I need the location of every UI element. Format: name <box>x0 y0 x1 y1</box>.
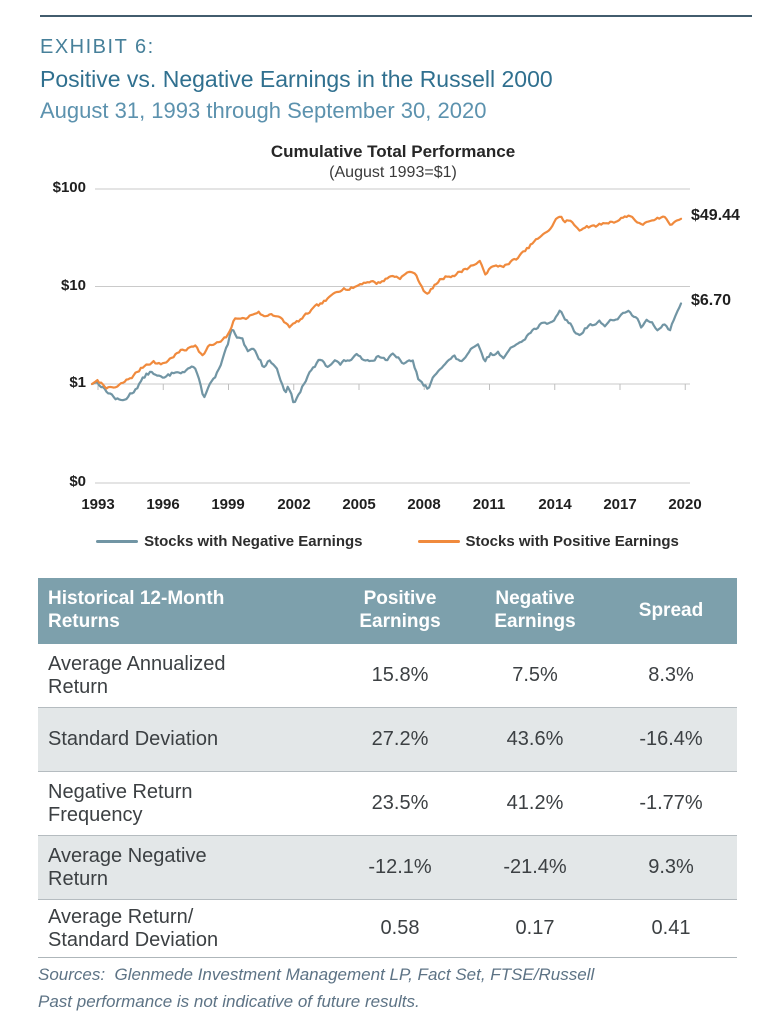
exhibit-label: EXHIBIT 6: <box>40 36 155 58</box>
row-label: Standard Deviation <box>48 728 219 750</box>
top-rule <box>40 15 752 17</box>
legend-item-positive-earnings: Stocks with Positive Earnings <box>417 533 679 550</box>
legend-label-negative: Stocks with Negative Earnings <box>144 533 363 550</box>
date-range: August 31, 1993 through September 30, 20… <box>40 98 487 123</box>
col-header-positive-earnings: Positive Earnings <box>335 578 465 644</box>
cell-negative: 41.2% <box>506 792 564 814</box>
page-title: Positive vs. Negative Earnings in the Ru… <box>40 66 553 92</box>
y-axis-label-100: $100 <box>52 179 86 196</box>
x-axis-label-1993: 1993 <box>81 496 115 513</box>
x-axis-label-2017: 2017 <box>603 496 637 513</box>
x-axis-label-2002: 2002 <box>277 496 311 513</box>
chart-title: Cumulative Total Performance <box>270 142 516 161</box>
positive-earnings-line <box>90 214 683 390</box>
row-label: Negative Return Frequency <box>48 780 193 826</box>
col-header-metric: Historical 12-Month Returns <box>38 578 335 644</box>
cell-negative: 0.17 <box>515 917 555 939</box>
cell-positive: -12.1% <box>368 856 432 878</box>
row-label: Average Annualized Return <box>48 652 226 698</box>
performance-chart-canvas <box>90 188 690 484</box>
table-row: Standard Deviation 27.2% 43.6% -16.4% <box>38 707 737 772</box>
legend-label-positive: Stocks with Positive Earnings <box>465 533 679 550</box>
cell-negative: -21.4% <box>503 856 567 878</box>
cell-positive: 15.8% <box>371 664 429 686</box>
legend-item-negative-earnings: Stocks with Negative Earnings <box>96 533 363 550</box>
x-axis-label-2014: 2014 <box>538 496 572 513</box>
footer-disclaimer: Past performance is not indicative of fu… <box>38 992 420 1011</box>
cell-spread: 9.3% <box>648 856 694 878</box>
x-axis-label-1999: 1999 <box>211 496 245 513</box>
y-axis-label-1: $1 <box>69 374 86 391</box>
cell-spread: 8.3% <box>648 664 694 686</box>
cell-spread: -16.4% <box>639 728 703 750</box>
chart-legend: Stocks with Negative Earnings Stocks wit… <box>0 533 775 550</box>
col-header-spread: Spread <box>605 578 737 644</box>
negative-series-end-value-label: $6.70 <box>691 292 732 309</box>
footer: Sources: Glenmede Investment Management … <box>38 961 594 1015</box>
table-row: Negative Return Frequency 23.5% 41.2% -1… <box>38 772 737 836</box>
negative-line-swatch-icon <box>96 540 139 543</box>
y-axis-label-10: $10 <box>60 277 86 294</box>
positive-series-end-value-label: $49.44 <box>691 207 740 224</box>
cell-negative: 43.6% <box>506 728 564 750</box>
table-row: Average Annualized Return 15.8% 7.5% 8.3… <box>38 644 737 708</box>
positive-line-swatch-icon <box>417 540 460 543</box>
x-axis-label-2011: 2011 <box>472 496 506 513</box>
returns-table: Historical 12-Month Returns Positive Ear… <box>38 578 737 958</box>
negative-earnings-line <box>90 302 683 404</box>
table-header-row: Historical 12-Month Returns Positive Ear… <box>38 578 737 644</box>
cell-positive: 0.58 <box>380 917 420 939</box>
col-header-negative-earnings: Negative Earnings <box>465 578 605 644</box>
x-axis-label-2005: 2005 <box>342 496 376 513</box>
x-axis-label-1996: 1996 <box>146 496 180 513</box>
cell-positive: 27.2% <box>371 728 429 750</box>
footer-sources: Sources: Glenmede Investment Management … <box>38 965 595 984</box>
table-row: Average Negative Return -12.1% -21.4% 9.… <box>38 835 737 900</box>
chart-subtitle: (August 1993=$1) <box>329 164 457 181</box>
x-axis-label-2008: 2008 <box>407 496 441 513</box>
row-label: Average Negative Return <box>48 844 207 890</box>
cell-spread: -1.77% <box>639 792 703 814</box>
cell-negative: 7.5% <box>512 664 558 686</box>
y-axis-label-0: $0 <box>69 473 86 490</box>
cell-positive: 23.5% <box>371 792 429 814</box>
row-label: Average Return/ Standard Deviation <box>48 905 219 951</box>
cell-spread: 0.41 <box>651 917 691 939</box>
table-row: Average Return/ Standard Deviation 0.58 … <box>38 900 737 958</box>
x-axis-label-2020: 2020 <box>668 496 702 513</box>
